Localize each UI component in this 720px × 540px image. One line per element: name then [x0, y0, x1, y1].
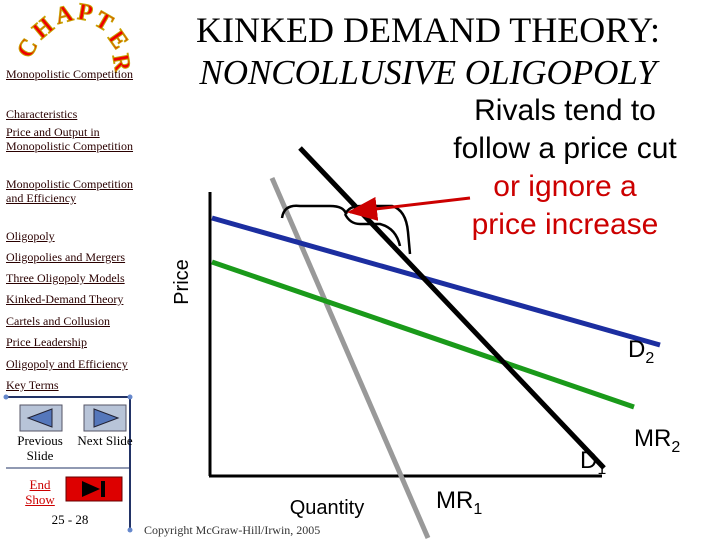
end-icon — [101, 481, 105, 497]
copyright: Copyright McGraw-Hill/Irwin, 2005 — [144, 523, 320, 537]
curve-label-sub: 1 — [597, 461, 606, 478]
end-icon — [82, 481, 100, 497]
arrow — [347, 196, 471, 221]
sidebar-link[interactable]: Oligopoly and Efficiency — [6, 357, 128, 371]
dot — [127, 394, 133, 400]
nav-label[interactable]: End Show — [25, 477, 55, 507]
curve-label-base: D — [628, 336, 645, 363]
next-button[interactable] — [83, 404, 127, 432]
end-button[interactable] — [65, 476, 123, 502]
sidebar-link[interactable]: Cartels and Collusion — [6, 314, 110, 328]
logo-letter: P — [76, 0, 95, 27]
nav-label[interactable]: Next Slide — [77, 433, 133, 448]
sidebar-link[interactable]: Three Oligopoly Models — [6, 271, 125, 285]
annotation: Rivals tend to — [474, 94, 656, 127]
sidebar-link[interactable]: Price and Output in Monopolistic Competi… — [6, 125, 134, 153]
sidebar-link[interactable]: Monopolistic Competition — [6, 67, 134, 81]
curve-label: D1 — [580, 447, 606, 478]
logo-letter: R — [107, 52, 136, 74]
dot — [127, 527, 133, 533]
sidebar-link[interactable]: Oligopolies and Mergers — [6, 250, 126, 264]
title: KINKED DEMAND THEORY: — [196, 10, 660, 50]
annotation: price increase — [472, 208, 659, 241]
curve-label-base: D — [580, 447, 597, 474]
curve-label-base: MR — [634, 425, 671, 452]
sidebar-link[interactable]: Kinked-Demand Theory — [6, 292, 124, 306]
sidebar-link[interactable]: Price Leadership — [6, 335, 87, 349]
nav-label[interactable]: Previous Slide — [17, 433, 63, 463]
sidebar-link[interactable]: Oligopoly — [6, 229, 55, 243]
curve-label: D2 — [628, 336, 654, 367]
curve-label-sub: 2 — [645, 350, 654, 367]
curve-label-sub: 2 — [671, 439, 680, 456]
dot — [3, 394, 9, 400]
curve-label-base: MR — [436, 487, 473, 514]
subtitle: NONCOLLUSIVE OLIGOPOLY — [198, 53, 660, 92]
annotation: follow a price cut — [453, 132, 677, 165]
sidebar-link[interactable]: Characteristics — [6, 107, 78, 121]
logo-letter: H — [28, 12, 59, 44]
page-numbers: 25 - 28 — [51, 512, 89, 527]
annotation: or ignore a — [493, 170, 637, 203]
logo-letter: A — [52, 0, 76, 30]
previous-button[interactable] — [19, 404, 63, 432]
mr1-curve — [269, 177, 431, 539]
curve-label: MR1 — [436, 487, 482, 518]
d2-curve — [211, 215, 661, 348]
y-axis-label: Price — [171, 259, 193, 305]
curve-label-sub: 1 — [473, 501, 482, 518]
arrow-icon — [26, 408, 53, 428]
arrow-icon — [93, 408, 120, 428]
mr2-curve — [211, 259, 635, 410]
x-axis-label: Quantity — [290, 497, 364, 519]
sidebar-link[interactable]: Key Terms — [6, 378, 59, 392]
curve-label: MR2 — [634, 425, 680, 456]
sidebar-link[interactable]: Monopolistic Competition and Efficiency — [6, 177, 134, 205]
